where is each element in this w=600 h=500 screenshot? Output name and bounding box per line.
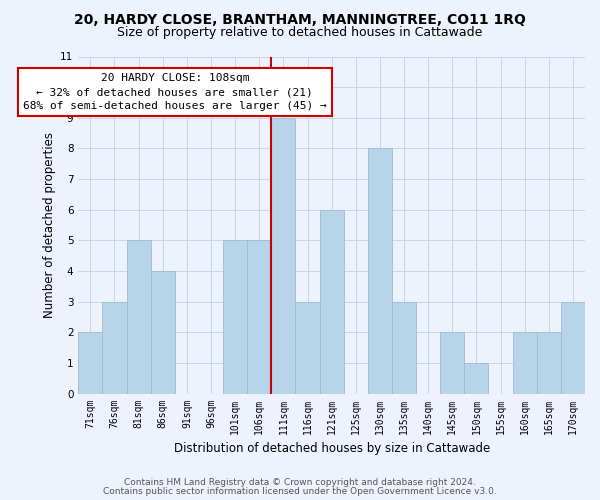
Bar [247,240,271,394]
Bar [295,302,320,394]
Bar [512,332,537,394]
X-axis label: Distribution of detached houses by size in Cattawade: Distribution of detached houses by size … [173,442,490,455]
Bar [151,271,175,394]
Bar [561,302,585,394]
Bar [271,118,295,394]
Bar [127,240,151,394]
Bar [440,332,464,394]
Bar [392,302,416,394]
Text: Size of property relative to detached houses in Cattawade: Size of property relative to detached ho… [118,26,482,39]
Text: Contains HM Land Registry data © Crown copyright and database right 2024.: Contains HM Land Registry data © Crown c… [124,478,476,487]
Bar [103,302,127,394]
Text: Contains public sector information licensed under the Open Government Licence v3: Contains public sector information licen… [103,487,497,496]
Bar [368,148,392,394]
Bar [537,332,561,394]
Bar [79,332,103,394]
Y-axis label: Number of detached properties: Number of detached properties [43,132,56,318]
Text: 20 HARDY CLOSE: 108sqm
← 32% of detached houses are smaller (21)
68% of semi-det: 20 HARDY CLOSE: 108sqm ← 32% of detached… [23,74,326,112]
Bar [464,363,488,394]
Bar [320,210,344,394]
Text: 20, HARDY CLOSE, BRANTHAM, MANNINGTREE, CO11 1RQ: 20, HARDY CLOSE, BRANTHAM, MANNINGTREE, … [74,12,526,26]
Bar [223,240,247,394]
